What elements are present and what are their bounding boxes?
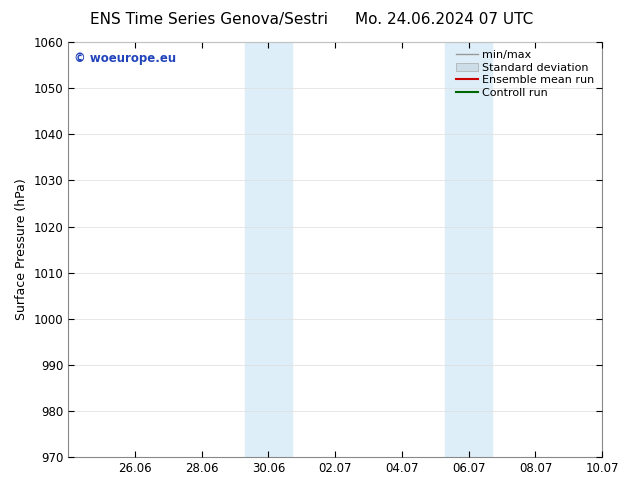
Text: © woeurope.eu: © woeurope.eu [74, 52, 176, 66]
Y-axis label: Surface Pressure (hPa): Surface Pressure (hPa) [15, 179, 28, 320]
Legend: min/max, Standard deviation, Ensemble mean run, Controll run: min/max, Standard deviation, Ensemble me… [453, 48, 597, 100]
Text: Mo. 24.06.2024 07 UTC: Mo. 24.06.2024 07 UTC [354, 12, 533, 27]
Bar [445, 42, 492, 457]
Bar [245, 42, 292, 457]
Text: ENS Time Series Genova/Sestri: ENS Time Series Genova/Sestri [90, 12, 328, 27]
